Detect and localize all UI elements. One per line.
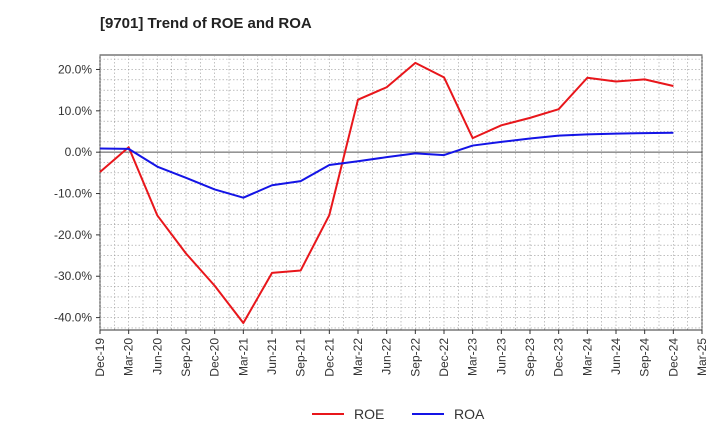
y-tick-label: -40.0%: [54, 311, 92, 325]
series-layer: [99, 61, 674, 324]
y-tick-label: -10.0%: [54, 187, 92, 201]
x-tick-label: Mar-21: [236, 338, 250, 376]
x-tick-label: Mar-25: [695, 338, 709, 376]
x-tick-label: Sep-22: [408, 338, 422, 377]
x-tick-label: Dec-20: [208, 338, 222, 377]
legend-label-roa: ROA: [454, 406, 485, 422]
x-tick-label: Mar-24: [580, 338, 594, 376]
x-tick-label: Sep-23: [523, 338, 537, 377]
y-tick-label: 0.0%: [65, 145, 93, 159]
x-tick-label: Sep-24: [638, 338, 652, 377]
chart-title: [9701] Trend of ROE and ROA: [100, 15, 312, 32]
x-tick-label: Dec-24: [666, 338, 680, 377]
x-tick-label: Mar-22: [351, 338, 365, 376]
y-tick-label: 20.0%: [58, 62, 92, 76]
x-tick-label: Mar-23: [466, 338, 480, 376]
x-tick-label: Mar-20: [122, 338, 136, 376]
x-tick-label: Dec-22: [437, 338, 451, 377]
x-tick-label: Sep-21: [294, 338, 308, 377]
y-tick-label: 10.0%: [58, 104, 92, 118]
series-line-roa: [99, 131, 674, 199]
x-tick-label: Dec-23: [552, 338, 566, 377]
x-tick-label: Jun-24: [609, 338, 623, 375]
x-axis-ticks: Dec-19 Mar-20 Jun-20 Sep-20 Dec-20 Mar-21 Jun-…: [93, 330, 709, 377]
y-axis-ticks: 20.0% 10.0% 0.0% -10.0% -20.0% -30.0% -40.0%: [54, 62, 100, 325]
x-tick-label: Dec-19: [93, 338, 107, 377]
x-tick-label: Jun-20: [150, 338, 164, 375]
x-tick-label: Sep-20: [179, 338, 193, 377]
x-tick-label: Jun-23: [494, 338, 508, 375]
x-tick-label: Jun-22: [380, 338, 394, 375]
x-tick-label: Dec-21: [322, 338, 336, 377]
x-tick-label: Jun-21: [265, 338, 279, 375]
series-line-roe: [99, 61, 674, 324]
y-tick-label: -30.0%: [54, 269, 92, 283]
y-tick-label: -20.0%: [54, 228, 92, 242]
legend: ROE ROA: [312, 406, 485, 422]
legend-label-roe: ROE: [354, 406, 384, 422]
